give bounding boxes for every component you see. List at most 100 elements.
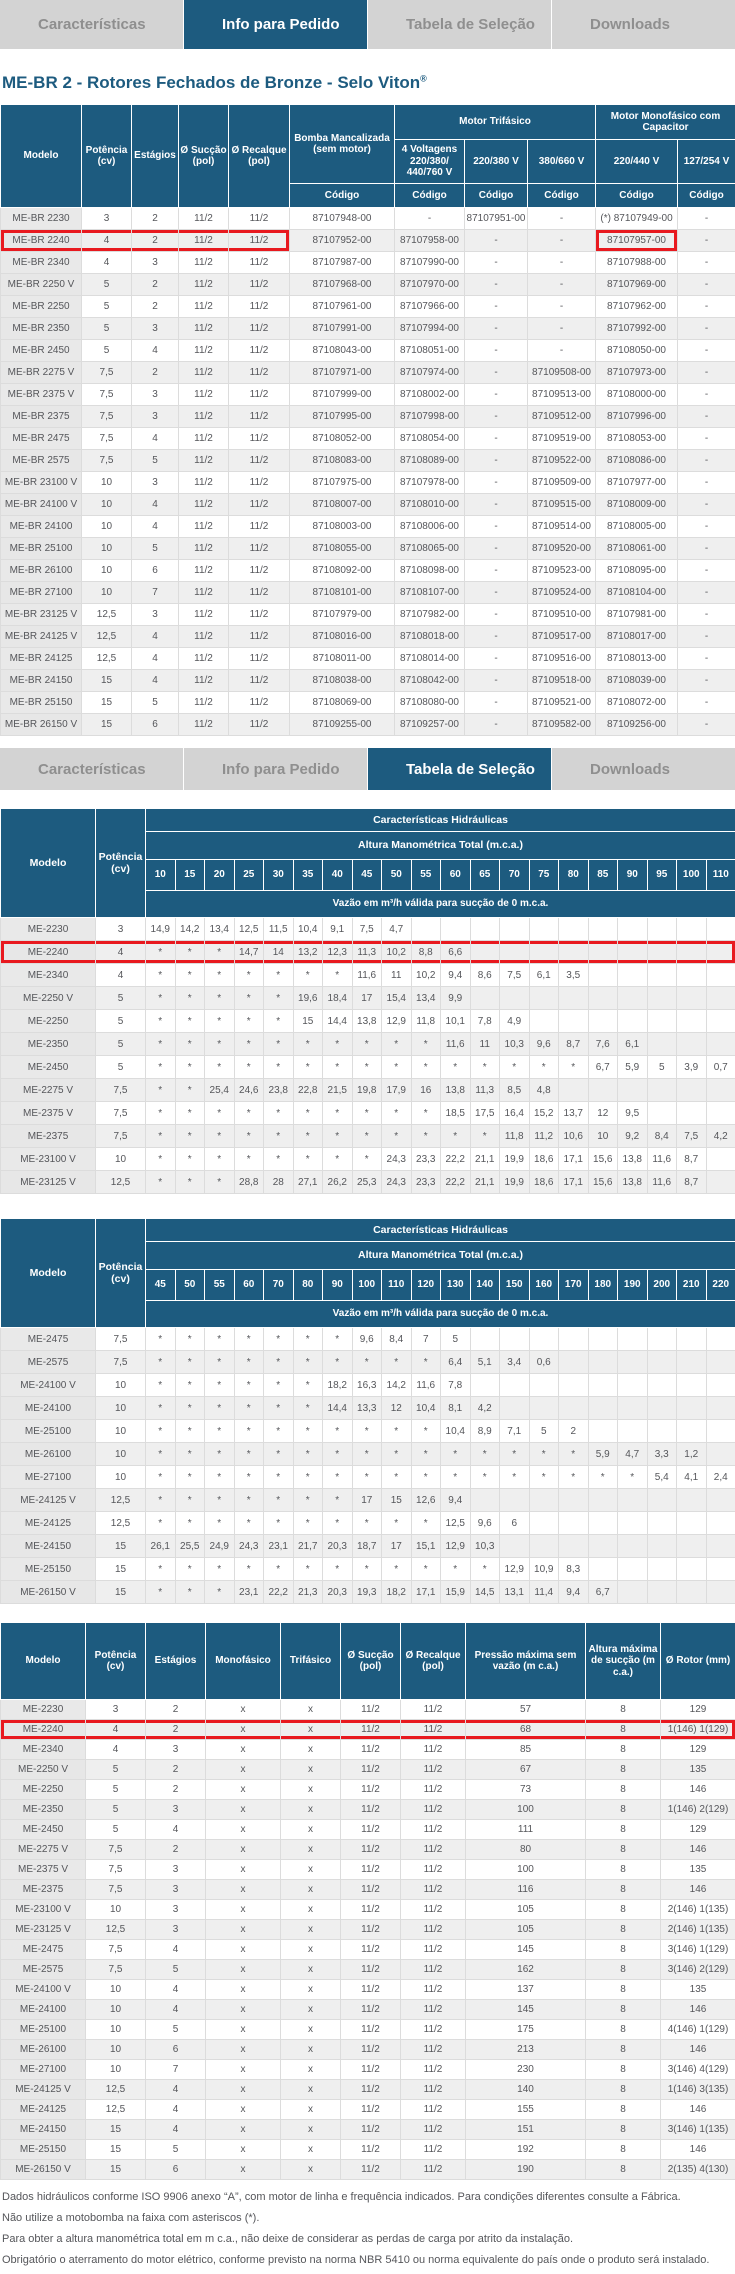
cell: x <box>281 2140 341 2160</box>
cell: x <box>206 1760 281 1780</box>
cell: x <box>281 2120 341 2140</box>
cell: * <box>234 964 264 987</box>
highlighted-cell: 2 <box>132 230 179 252</box>
cell: 23,8 <box>264 1079 294 1102</box>
cell: 87108007-00 <box>290 494 395 516</box>
cell: 146 <box>661 1840 735 1860</box>
cell: 3,3 <box>647 1443 677 1466</box>
cell <box>529 1010 559 1033</box>
cell: 73 <box>466 1780 586 1800</box>
highlighted-cell: 4 <box>86 1720 146 1740</box>
tab-tabela-de-selecao[interactable]: Tabela de Seleção <box>368 0 551 49</box>
col-header-modelo: Modelo <box>1 809 96 918</box>
model-cell: ME-2475 <box>1 1328 96 1351</box>
cell: x <box>206 1860 281 1880</box>
cell <box>677 1581 707 1604</box>
cell <box>647 964 677 987</box>
cell: * <box>382 1056 412 1079</box>
cell: 8 <box>586 1940 661 1960</box>
tab-info-para-pedido[interactable]: Info para Pedido <box>184 0 367 49</box>
cell: 12,6 <box>411 1489 441 1512</box>
tab-caracteristicas[interactable]: Características <box>0 0 183 49</box>
highlighted-cell: 1(146) 1(129) <box>661 1720 735 1740</box>
cell: 12,5 <box>82 626 132 648</box>
cell <box>618 1420 648 1443</box>
cell <box>647 1397 677 1420</box>
cell: * <box>175 1489 205 1512</box>
cell: * <box>175 1033 205 1056</box>
cell: 11/2 <box>229 406 290 428</box>
cell <box>588 918 618 941</box>
tab-tabela-de-selecao[interactable]: Tabela de Seleção <box>368 748 551 790</box>
cell: 2 <box>132 296 179 318</box>
tab-caracteristicas[interactable]: Características <box>0 748 183 790</box>
cell: 11/2 <box>179 406 229 428</box>
cell: * <box>529 1443 559 1466</box>
cell: x <box>281 1840 341 1860</box>
cell: 11/2 <box>401 1760 466 1780</box>
cell: 12 <box>382 1397 412 1420</box>
cell: 14,4 <box>323 1397 353 1420</box>
cell <box>647 1102 677 1125</box>
col-header-codigo: Código <box>465 184 528 208</box>
cell: 4,7 <box>382 918 412 941</box>
tab-downloads[interactable]: Downloads <box>552 748 735 790</box>
cell: 7,5 <box>677 1125 707 1148</box>
cell: - <box>678 494 735 516</box>
model-cell: ME-BR 24125 V <box>1 626 82 648</box>
cell: 8 <box>586 1900 661 1920</box>
cell: 7,6 <box>588 1033 618 1056</box>
tab-info-para-pedido[interactable]: Info para Pedido <box>184 748 367 790</box>
cell: - <box>465 604 528 626</box>
cell <box>559 1079 589 1102</box>
cell: 5 <box>146 2020 206 2040</box>
cell: 87107981-00 <box>596 604 678 626</box>
cell: 24,9 <box>205 1535 235 1558</box>
cell: * <box>411 1033 441 1056</box>
cell <box>588 964 618 987</box>
cell: * <box>264 1466 294 1489</box>
cell: - <box>465 384 528 406</box>
cell: 10,6 <box>559 1125 589 1148</box>
cell <box>677 1558 707 1581</box>
cell: 87107988-00 <box>596 252 678 274</box>
cell: * <box>352 1420 382 1443</box>
cell: 87108072-00 <box>596 692 678 714</box>
cell: - <box>678 714 735 736</box>
cell: - <box>465 450 528 472</box>
cell: 18,5 <box>441 1102 471 1125</box>
model-cell: ME-2375 V <box>1 1102 96 1125</box>
highlighted-cell: 11/2 <box>401 1720 466 1740</box>
cell: * <box>529 1056 559 1079</box>
cell: 10,4 <box>411 1397 441 1420</box>
cell: 11/2 <box>229 450 290 472</box>
cell <box>500 1374 530 1397</box>
cell: 7 <box>132 582 179 604</box>
cell: * <box>323 1056 353 1079</box>
group-header-caracteristicas: Características Hidráulicas <box>146 809 735 832</box>
cell: * <box>205 1102 235 1125</box>
cell <box>618 964 648 987</box>
col-header-recalque-pol: Ø Recalque (pol) <box>401 1623 466 1700</box>
model-cell: ME-24125 V <box>1 1489 96 1512</box>
cell: 11/2 <box>229 538 290 560</box>
cell: 19,6 <box>293 987 323 1010</box>
cell: 3 <box>146 1880 206 1900</box>
cell <box>588 1420 618 1443</box>
cell: x <box>281 2080 341 2100</box>
model-cell: ME-25100 <box>1 2020 86 2040</box>
col-header-altura-35: 35 <box>293 860 323 891</box>
cell <box>647 1558 677 1581</box>
cell: 87108009-00 <box>596 494 678 516</box>
cell: * <box>559 1056 589 1079</box>
model-cell: ME-BR 24125 <box>1 648 82 670</box>
cell: 11/2 <box>229 362 290 384</box>
tab-downloads[interactable]: Downloads <box>552 0 735 49</box>
cell: 10 <box>86 2020 146 2040</box>
cell: 213 <box>466 2040 586 2060</box>
cell: 5,9 <box>618 1056 648 1079</box>
cell: 0,7 <box>706 1056 735 1079</box>
